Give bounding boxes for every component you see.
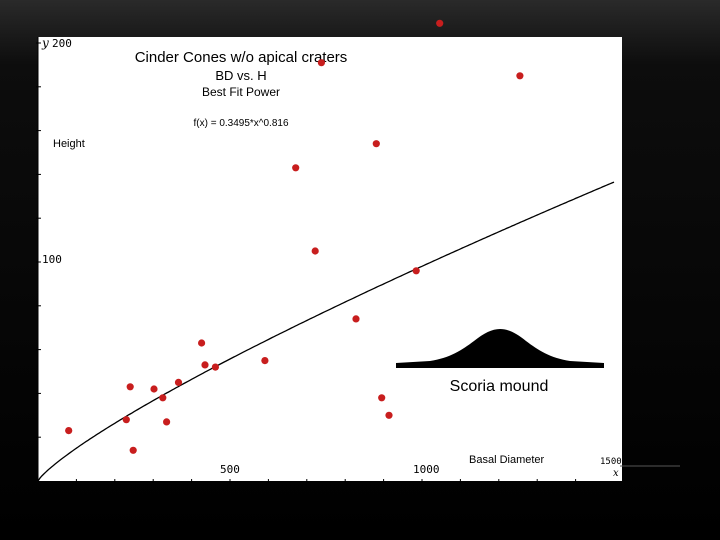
x-axis-ticks (75, 479, 577, 483)
data-point (385, 411, 393, 419)
plot-background (38, 37, 622, 481)
data-point (317, 59, 325, 67)
data-point (163, 418, 171, 426)
mound-silhouette (396, 329, 604, 368)
scoria-mound-inset: Scoria mound (394, 328, 606, 395)
data-point (150, 385, 158, 393)
data-points (65, 19, 524, 454)
data-point (129, 446, 137, 454)
inset-caption: Scoria mound (450, 378, 549, 395)
x-axis-var: x (613, 468, 619, 479)
data-point (126, 383, 134, 391)
fit-label: Best Fit Power (202, 85, 280, 99)
y-axis-label: Height (53, 138, 85, 150)
fit-curve (37, 181, 615, 482)
chart-title: Cinder Cones w/o apical craters (135, 49, 348, 66)
data-point (352, 315, 360, 323)
x-tick-label-1500: 1500 (600, 457, 622, 467)
data-point (198, 339, 206, 347)
data-point (65, 427, 73, 435)
x-axis-label: Basal Diameter (469, 454, 545, 466)
data-point (516, 72, 524, 80)
chart-subtitle: BD vs. H (215, 68, 266, 83)
fit-equation: f(x) = 0.3495*x^0.816 (193, 118, 288, 129)
data-point (201, 361, 209, 369)
data-point (378, 394, 386, 402)
data-point (311, 247, 319, 255)
data-point (159, 394, 167, 402)
x-tick-label-500: 500 (220, 463, 240, 476)
data-point (436, 19, 444, 27)
data-point (122, 416, 130, 424)
data-point (412, 267, 420, 275)
data-point (211, 363, 219, 371)
data-point (174, 378, 183, 386)
data-point (292, 164, 300, 172)
y-axis-ticks (36, 42, 41, 438)
data-point (372, 140, 380, 148)
data-point (261, 357, 269, 365)
y-tick-label-100: 100 (42, 253, 62, 266)
x-tick-label-1000: 1000 (413, 463, 440, 476)
y-tick-label-200: 200 (52, 37, 72, 50)
y-axis-var: y (41, 36, 49, 50)
